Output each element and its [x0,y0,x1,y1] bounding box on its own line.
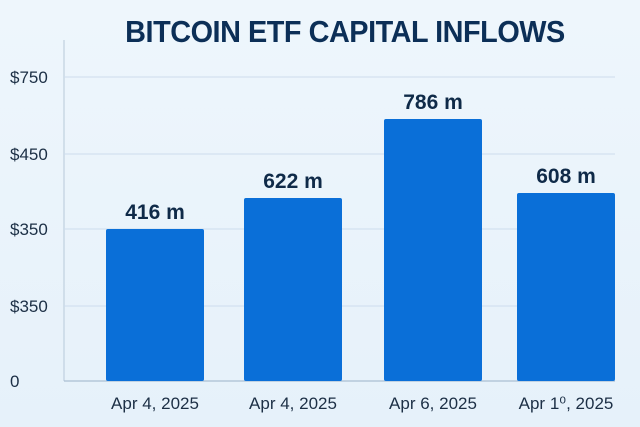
x-category-label: Apr 6, 2025 [389,394,477,413]
x-category-label: Apr 4, 2025 [249,394,337,413]
x-category-label: Apr 4, 2025 [111,394,199,413]
bar-value-label: 416 m [125,201,185,224]
y-tick-label: $350 [10,297,48,316]
chart-title: BITCOIN ETF CAPITAL INFLOWS [125,14,565,49]
x-category-label: Apr 1⁰, 2025 [519,394,614,413]
y-tick-label: $450 [10,145,48,164]
bar [384,119,482,381]
bar-value-label: 786 m [403,91,463,114]
bar [517,193,615,381]
y-tick-label: $350 [10,220,48,239]
bar-value-label: 608 m [536,165,596,188]
y-tick-label: $750 [10,68,48,87]
bar [244,198,342,381]
bar-value-label: 622 m [263,170,323,193]
bar [106,229,204,381]
y-tick-label: 0 [10,372,19,391]
